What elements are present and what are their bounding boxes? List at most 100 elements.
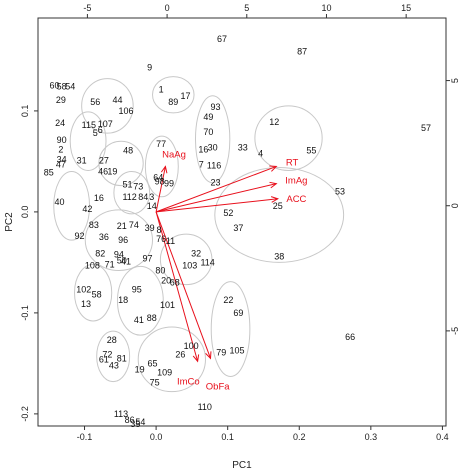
point-label: 25 xyxy=(273,201,283,211)
point-label: 19 xyxy=(135,364,145,374)
point-label: 32 xyxy=(191,248,201,258)
group-ellipse xyxy=(113,171,151,215)
point-label: 74 xyxy=(129,220,139,230)
y-axis-title: PC2 xyxy=(4,212,15,232)
point-label: 116 xyxy=(207,160,221,170)
vector-arrowhead xyxy=(192,354,200,363)
point-label: 80 xyxy=(155,265,165,275)
group-ellipse xyxy=(116,265,164,336)
point-label: 96 xyxy=(118,235,128,245)
point-label: 110 xyxy=(198,402,212,412)
point-label: 41 xyxy=(121,256,131,266)
point-label: 90 xyxy=(57,135,67,145)
group-ellipse xyxy=(98,140,144,187)
point-label: 77 xyxy=(156,139,166,149)
point-label: 43 xyxy=(109,360,119,370)
x-tick-label: 0.4 xyxy=(436,432,449,442)
vector-label: ImAg xyxy=(285,176,307,187)
point-label: 93 xyxy=(211,102,221,112)
vector-line xyxy=(156,198,278,213)
point-label: 55 xyxy=(306,145,316,155)
point-label: 47 xyxy=(56,159,66,169)
point-label: 40 xyxy=(54,197,64,207)
y-tick-label: -0.1 xyxy=(20,305,30,321)
vector-arrowhead xyxy=(269,165,278,172)
x-tick-label: -0.1 xyxy=(77,432,93,442)
point-label: 75 xyxy=(150,378,160,388)
point-label: 35 xyxy=(130,419,140,429)
point-label: 31 xyxy=(77,155,87,165)
point-label: 109 xyxy=(157,367,172,377)
point-label: 22 xyxy=(223,295,233,305)
group-ellipse xyxy=(194,95,231,184)
point-label: 100 xyxy=(184,341,199,351)
top-tick-label: 15 xyxy=(401,3,411,13)
group-ellipse xyxy=(69,111,107,171)
vector-label: ACC xyxy=(286,194,306,205)
x-tick-label: 0.0 xyxy=(150,432,163,442)
vector-line xyxy=(155,166,166,213)
point-label: 70 xyxy=(203,127,213,137)
point-label: 17 xyxy=(180,91,190,101)
x-tick-label: 0.3 xyxy=(365,432,378,442)
group-ellipse xyxy=(159,233,213,286)
point-label: 84 xyxy=(138,192,148,202)
point-label: 4 xyxy=(258,148,263,158)
y-tick-label: 0.1 xyxy=(20,105,30,118)
point-label: 79 xyxy=(216,347,226,357)
point-label: 89 xyxy=(168,97,178,107)
point-label: 1 xyxy=(159,85,164,95)
point-label: 87 xyxy=(297,46,307,56)
point-label: 54 xyxy=(65,82,75,92)
group-ellipse xyxy=(152,76,195,114)
point-label: 106 xyxy=(119,106,134,116)
vector-label: RT xyxy=(286,157,299,168)
point-label: 113 xyxy=(114,409,128,419)
point-label: 11 xyxy=(166,236,175,246)
point-label: 76 xyxy=(156,234,166,244)
right-tick-label: -5 xyxy=(450,327,460,335)
point-label: 61 xyxy=(99,354,109,364)
group-ellipse xyxy=(144,135,179,198)
group-ellipse xyxy=(74,263,113,322)
point-label: 103 xyxy=(182,260,197,270)
point-label: 5 xyxy=(93,128,98,138)
point-label: 72 xyxy=(102,349,112,359)
vector-line xyxy=(155,211,199,362)
point-label: 107 xyxy=(98,119,113,129)
group-ellipse xyxy=(254,105,323,171)
point-label: 81 xyxy=(117,353,127,363)
point-label: 95 xyxy=(132,285,142,295)
x-tick-label: 0.2 xyxy=(293,432,306,442)
point-label: 92 xyxy=(75,231,85,241)
point-label: 60 xyxy=(49,81,59,91)
point-label: 58 xyxy=(57,82,67,92)
group-ellipse xyxy=(53,171,91,241)
axes: -0.1 0.0 0.1 0.2 0.3 0.4-0.2-0.10.00.1-5 0 5 10 1… xyxy=(20,3,460,442)
point-label: 73 xyxy=(133,182,143,192)
point-label: 67 xyxy=(217,34,227,44)
point-label: 82 xyxy=(95,248,105,258)
right-tick-label: 0 xyxy=(450,203,460,208)
point-label: 33 xyxy=(238,142,248,152)
vector-arrowhead xyxy=(160,165,168,174)
vector-line xyxy=(155,183,277,213)
point-label: 58 xyxy=(92,290,102,300)
point-label: 23 xyxy=(211,178,221,188)
point-label: 21 xyxy=(117,221,127,231)
point-label: 56 xyxy=(90,97,100,107)
point-label: 20 xyxy=(161,276,171,286)
top-tick-label: 10 xyxy=(321,3,331,13)
x-axis-title: PC1 xyxy=(232,460,252,471)
point-label: 12 xyxy=(269,117,279,127)
point-label: 114 xyxy=(200,257,214,267)
vector-arrowhead xyxy=(270,196,280,203)
point-label: 14 xyxy=(147,201,157,211)
group-ellipse xyxy=(96,330,131,383)
point-label: 94 xyxy=(114,249,124,259)
point-label: 27 xyxy=(99,155,109,165)
group-ellipse xyxy=(210,281,251,378)
point-label: 46 xyxy=(98,167,108,177)
point-label: 44 xyxy=(112,95,122,105)
